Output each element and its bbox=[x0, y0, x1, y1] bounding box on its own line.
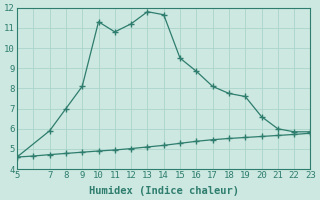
X-axis label: Humidex (Indice chaleur): Humidex (Indice chaleur) bbox=[89, 186, 239, 196]
